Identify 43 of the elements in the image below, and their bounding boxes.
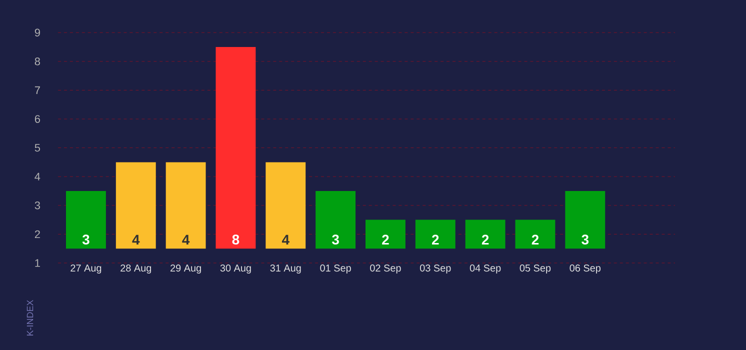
x-tick-label: 01 Sep (320, 264, 351, 274)
bar (216, 46, 256, 249)
x-tick-label: 05 Sep (520, 264, 551, 274)
data-label: 2 (382, 234, 389, 245)
data-label: 3 (332, 234, 339, 245)
x-tick-label: 29 Aug (170, 264, 201, 274)
data-label: 2 (532, 234, 539, 245)
y-tick-label: 1 (35, 259, 40, 267)
bar (415, 220, 456, 249)
bar (166, 162, 206, 249)
data-label: 2 (482, 234, 489, 245)
x-tick-label: 28 Aug (120, 264, 152, 274)
bar (565, 191, 606, 249)
data-label: 3 (82, 234, 90, 245)
data-label: 8 (232, 234, 240, 245)
data-label: 4 (182, 234, 190, 245)
x-tick-label: 04 Sep (470, 264, 501, 274)
y-tick-label: 3 (34, 202, 40, 210)
data-label: 4 (282, 234, 290, 245)
y-tick-label: 2 (34, 230, 40, 238)
bar (266, 162, 306, 249)
x-tick-label: 30 Aug (220, 264, 251, 274)
data-label: 2 (432, 234, 439, 245)
bar (515, 220, 556, 249)
data-label: 4 (132, 234, 140, 245)
y-tick-label: 5 (34, 144, 40, 152)
bar (116, 162, 156, 249)
x-tick-label: 03 Sep (420, 264, 451, 274)
y-axis-title: K-INDEX (26, 300, 34, 336)
bar (316, 191, 356, 249)
x-tick-label: 02 Sep (370, 264, 401, 274)
x-tick-label: 06 Sep (570, 264, 601, 274)
y-tick-label: 6 (34, 115, 40, 123)
y-tick-label: 9 (34, 28, 40, 36)
bar (465, 220, 506, 249)
y-tick-label: 8 (34, 58, 40, 66)
bar (66, 191, 106, 249)
bar (366, 220, 406, 249)
data-label: 3 (582, 234, 589, 245)
x-tick-label: 27 Aug (70, 264, 102, 274)
y-tick-label: 4 (34, 172, 40, 180)
y-tick-label: 7 (34, 86, 40, 94)
x-tick-label: 31 Aug (270, 264, 301, 274)
